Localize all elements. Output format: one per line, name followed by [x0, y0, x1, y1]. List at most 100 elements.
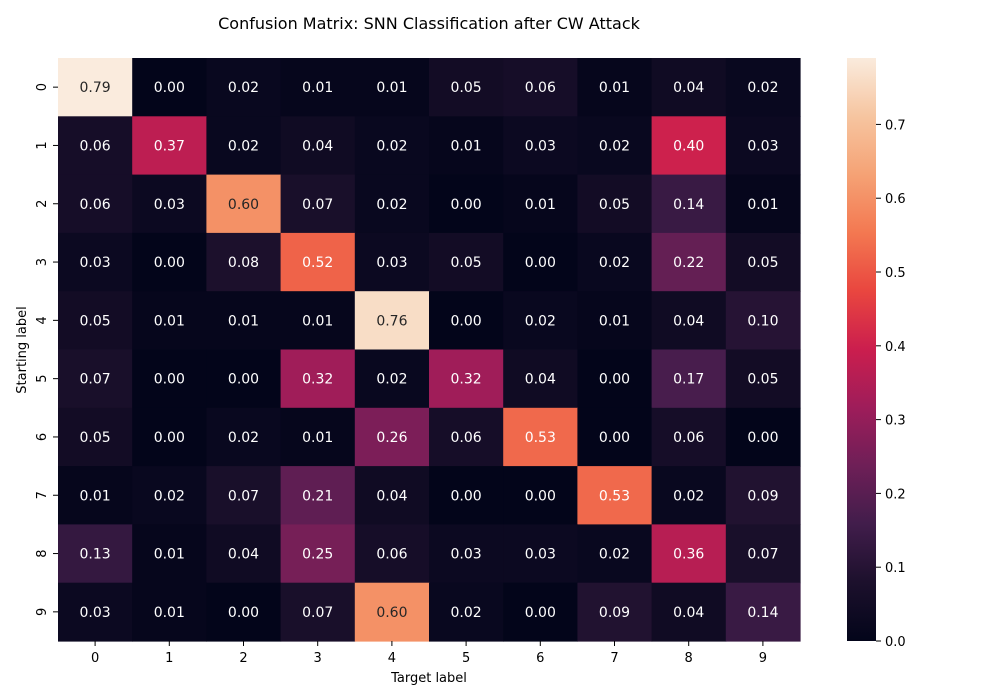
- cell-value-7-9: 0.09: [747, 488, 778, 504]
- heatmap-cell-6-3: [280, 407, 356, 467]
- heatmap-cell-9-8: [651, 582, 727, 642]
- cell-value-5-0: 0.07: [80, 372, 111, 388]
- cell-value-3-8: 0.22: [673, 255, 704, 271]
- cell-value-1-0: 0.06: [80, 138, 111, 154]
- heatmap-cell-2-2: [206, 174, 282, 234]
- cell-value-5-7: 0.00: [599, 372, 630, 388]
- heatmap-cell-9-3: [280, 582, 356, 642]
- cell-value-4-5: 0.00: [451, 313, 482, 329]
- heatmap-cell-3-9: [725, 232, 801, 292]
- cell-value-9-9: 0.14: [747, 605, 778, 621]
- heatmap-cell-0-5: [429, 58, 504, 117]
- cell-value-5-2: 0.00: [228, 372, 259, 388]
- cell-value-7-8: 0.02: [673, 488, 704, 504]
- cell-value-1-2: 0.02: [228, 138, 259, 154]
- heatmap-cell-0-6: [503, 58, 578, 117]
- cell-value-3-6: 0.00: [525, 255, 556, 271]
- cell-value-5-9: 0.05: [747, 372, 778, 388]
- cell-value-3-5: 0.05: [451, 255, 482, 271]
- colorbar-tick-label-4: 0.4: [885, 340, 906, 355]
- cell-value-4-6: 0.02: [525, 313, 556, 329]
- cell-value-6-1: 0.00: [154, 430, 185, 446]
- cell-value-5-6: 0.04: [525, 372, 556, 388]
- heatmap-cell-9-7: [577, 582, 653, 642]
- heatmap-cell-9-1: [132, 582, 207, 642]
- cell-value-6-2: 0.02: [228, 430, 259, 446]
- heatmap-cell-3-3: [280, 232, 356, 292]
- heatmap-cell-2-3: [280, 174, 356, 234]
- cell-value-7-5: 0.00: [451, 488, 482, 504]
- cell-value-0-6: 0.06: [525, 80, 556, 96]
- heatmap-cell-4-1: [132, 291, 207, 351]
- chart-title: Confusion Matrix: SNN Classification aft…: [218, 14, 640, 33]
- colorbar-tick-label-1: 0.1: [885, 561, 906, 576]
- heatmap-cell-2-1: [132, 174, 207, 234]
- cell-value-2-7: 0.05: [599, 197, 630, 213]
- cell-value-6-6: 0.53: [525, 430, 556, 446]
- heatmap-cell-1-9: [725, 116, 801, 176]
- cell-value-3-0: 0.03: [80, 255, 111, 271]
- heatmap-cell-6-4: [354, 407, 430, 467]
- heatmap-cell-4-9: [725, 291, 801, 351]
- y-tick-label-2: 2: [35, 200, 50, 208]
- x-tick-label-2: 2: [239, 651, 247, 666]
- cell-value-6-9: 0.00: [747, 430, 778, 446]
- cell-value-0-7: 0.01: [599, 80, 630, 96]
- heatmap-cell-0-3: [280, 58, 356, 117]
- colorbar-tick-label-7: 0.7: [885, 118, 906, 133]
- heatmap-cell-6-2: [206, 407, 282, 467]
- cell-value-2-8: 0.14: [673, 197, 704, 213]
- heatmap-cell-7-5: [429, 466, 504, 525]
- heatmap-cell-5-1: [132, 349, 207, 409]
- heatmap-cell-5-6: [503, 349, 578, 409]
- cell-value-1-6: 0.03: [525, 138, 556, 154]
- heatmap-cell-1-3: [280, 116, 356, 176]
- heatmap-cell-5-9: [725, 349, 801, 409]
- cell-value-1-5: 0.01: [451, 138, 482, 154]
- cell-value-2-2: 0.60: [228, 197, 259, 213]
- heatmap-cell-7-3: [280, 466, 356, 525]
- cell-value-1-9: 0.03: [747, 138, 778, 154]
- heatmap-cell-5-8: [651, 349, 727, 409]
- heatmap-cell-9-5: [429, 582, 504, 642]
- heatmap-cell-6-8: [651, 407, 727, 467]
- heatmap-cell-0-4: [354, 58, 430, 117]
- heatmap-cell-6-0: [58, 407, 133, 467]
- heatmap-cell-4-2: [206, 291, 282, 351]
- heatmap-cell-4-7: [577, 291, 653, 351]
- colorbar-tick-label-2: 0.2: [885, 487, 906, 502]
- heatmap-cell-8-5: [429, 524, 504, 584]
- cell-value-1-7: 0.02: [599, 138, 630, 154]
- cell-value-5-1: 0.00: [154, 372, 185, 388]
- heatmap-cell-3-4: [354, 232, 430, 292]
- cell-value-2-5: 0.00: [451, 197, 482, 213]
- cell-value-8-3: 0.25: [302, 547, 333, 563]
- cell-value-9-3: 0.07: [302, 605, 333, 621]
- cell-value-7-6: 0.00: [525, 488, 556, 504]
- cell-value-3-4: 0.03: [376, 255, 407, 271]
- cell-value-8-0: 0.13: [80, 547, 111, 563]
- heatmap-cell-3-5: [429, 232, 504, 292]
- heatmap-cell-7-8: [651, 466, 727, 525]
- cell-value-5-4: 0.02: [376, 372, 407, 388]
- y-tick-label-3: 3: [35, 258, 50, 266]
- cell-value-0-1: 0.00: [154, 80, 185, 96]
- heatmap-cell-4-0: [58, 291, 133, 351]
- y-tick-label-4: 4: [35, 316, 50, 324]
- cell-value-9-8: 0.04: [673, 605, 704, 621]
- heatmap-grid: 0.79 0.00 0.02 0.01 0.01 0.05 0.06 0.01 0.04 0.02…: [58, 58, 801, 642]
- cell-value-5-5: 0.32: [451, 372, 482, 388]
- cell-value-6-4: 0.26: [376, 430, 407, 446]
- heatmap-cell-4-6: [503, 291, 578, 351]
- heatmap-cell-3-7: [577, 232, 653, 292]
- y-tick-label-0: 0: [35, 83, 50, 91]
- heatmap-cell-9-4: [354, 582, 430, 642]
- heatmap-cell-7-1: [132, 466, 207, 525]
- heatmap-cell-6-7: [577, 407, 653, 467]
- heatmap-cell-3-0: [58, 232, 133, 292]
- cell-value-0-3: 0.01: [302, 80, 333, 96]
- heatmap-cell-0-8: [651, 58, 727, 117]
- cell-value-4-2: 0.01: [228, 313, 259, 329]
- heatmap-cell-5-3: [280, 349, 356, 409]
